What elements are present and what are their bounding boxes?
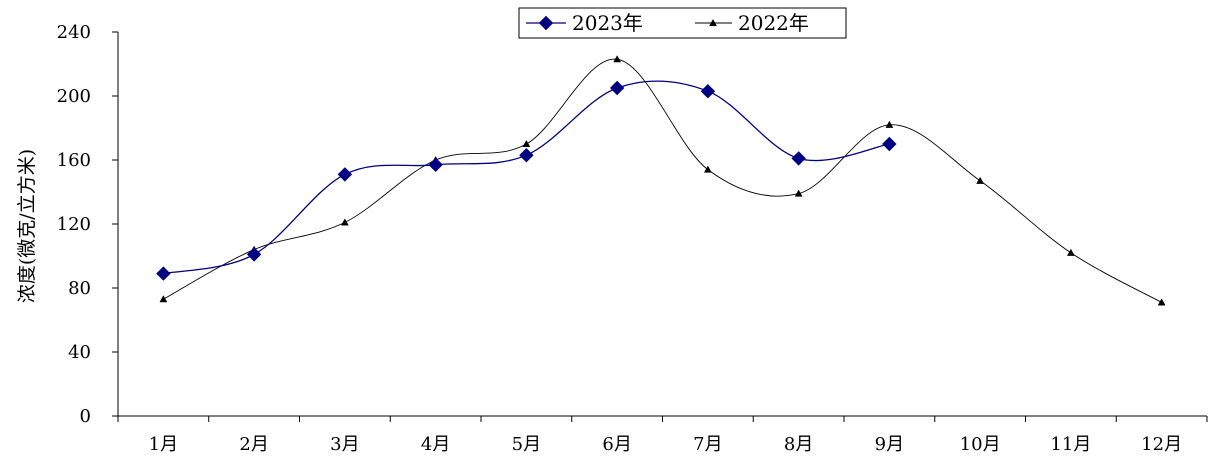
data-point-diamond <box>156 266 171 281</box>
y-tick-label: 40 <box>68 342 91 363</box>
data-point-diamond <box>791 151 806 166</box>
y-tick-label: 200 <box>57 86 91 107</box>
legend-label: 2023年 <box>572 11 643 35</box>
x-tick-label: 10月 <box>960 434 1001 455</box>
x-tick-label: 4月 <box>421 434 450 455</box>
data-point-triangle <box>794 189 803 197</box>
data-point-triangle <box>1157 298 1166 306</box>
data-point-triangle <box>976 176 985 184</box>
x-tick-label: 8月 <box>784 434 813 455</box>
x-tick-label: 7月 <box>693 434 722 455</box>
series-lines <box>163 58 1162 303</box>
legend-swatch-marker <box>709 18 717 27</box>
data-point-triangle <box>340 218 349 226</box>
series-line-diamond <box>163 80 890 275</box>
data-point-triangle <box>703 165 712 173</box>
x-tick-label: 12月 <box>1141 434 1182 455</box>
series-line-triangle <box>163 58 1162 303</box>
data-point-triangle <box>159 295 168 303</box>
legend: 2023年 2022年 <box>518 7 847 39</box>
x-tick-label: 9月 <box>875 434 904 455</box>
x-tick-label: 5月 <box>512 434 541 455</box>
data-point-diamond <box>246 247 262 262</box>
data-point-triangle <box>885 120 894 128</box>
x-tick-label: 6月 <box>602 434 631 455</box>
data-point-diamond <box>609 80 625 96</box>
data-point-diamond <box>519 147 534 163</box>
x-tick-label: 1月 <box>149 434 178 455</box>
y-axis-title-group: 浓度(微克/立方米) <box>16 149 38 303</box>
data-point-diamond <box>882 136 897 152</box>
x-tick-label: 11月 <box>1050 434 1091 455</box>
y-tick-label: 80 <box>68 278 91 299</box>
axes: 0 40 80 120 160 200 240 1月 2月 3月 4月 5月 6月 7月 8月 9月 10月 11… <box>57 22 1208 455</box>
y-tick-label: 160 <box>57 150 91 171</box>
legend-label: 2022年 <box>738 11 809 35</box>
x-tick-label: 3月 <box>330 434 359 455</box>
data-point-diamond <box>700 83 716 99</box>
data-point-triangle <box>522 139 531 148</box>
y-tick-label: 0 <box>80 406 91 427</box>
data-point-triangle <box>1066 248 1075 256</box>
series-markers <box>156 55 1166 306</box>
x-tick-label: 2月 <box>239 434 268 455</box>
legend-swatch-marker <box>538 15 554 31</box>
y-tick-label: 120 <box>57 214 91 235</box>
data-point-triangle <box>613 55 622 63</box>
legend-box <box>518 7 847 39</box>
data-point-diamond <box>428 157 443 173</box>
data-point-diamond <box>337 167 353 182</box>
y-tick-label: 240 <box>57 22 91 43</box>
y-axis-title: 浓度(微克/立方米) <box>16 149 38 303</box>
